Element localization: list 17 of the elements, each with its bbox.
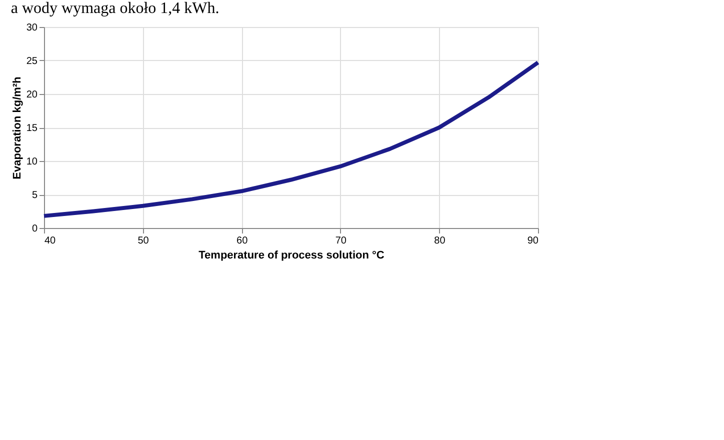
- x-tick-label: 60: [236, 236, 248, 246]
- x-tick-label: 90: [527, 236, 539, 246]
- y-tick-label: 20: [26, 90, 38, 100]
- x-tick-label: 40: [44, 236, 56, 246]
- y-tick-label: 25: [26, 56, 38, 67]
- y-tick-label: 15: [26, 123, 38, 134]
- y-axis-title: Evaporation kg/m²h: [11, 76, 24, 180]
- x-axis-title: Temperature of process solution °C: [198, 250, 384, 262]
- y-tick-label: 5: [32, 190, 38, 201]
- text: a wody wymaga około 1,4 kWh.: [10, 0, 220, 17]
- x-tick-label: 80: [434, 236, 446, 246]
- y-tick-label: 10: [26, 156, 38, 168]
- x-tick-label: 70: [335, 236, 347, 246]
- y-tick-label: 0: [32, 224, 38, 234]
- x-tick-label: 50: [138, 236, 150, 246]
- y-tick-label: 30: [26, 22, 38, 34]
- line-series: [42, 60, 540, 218]
